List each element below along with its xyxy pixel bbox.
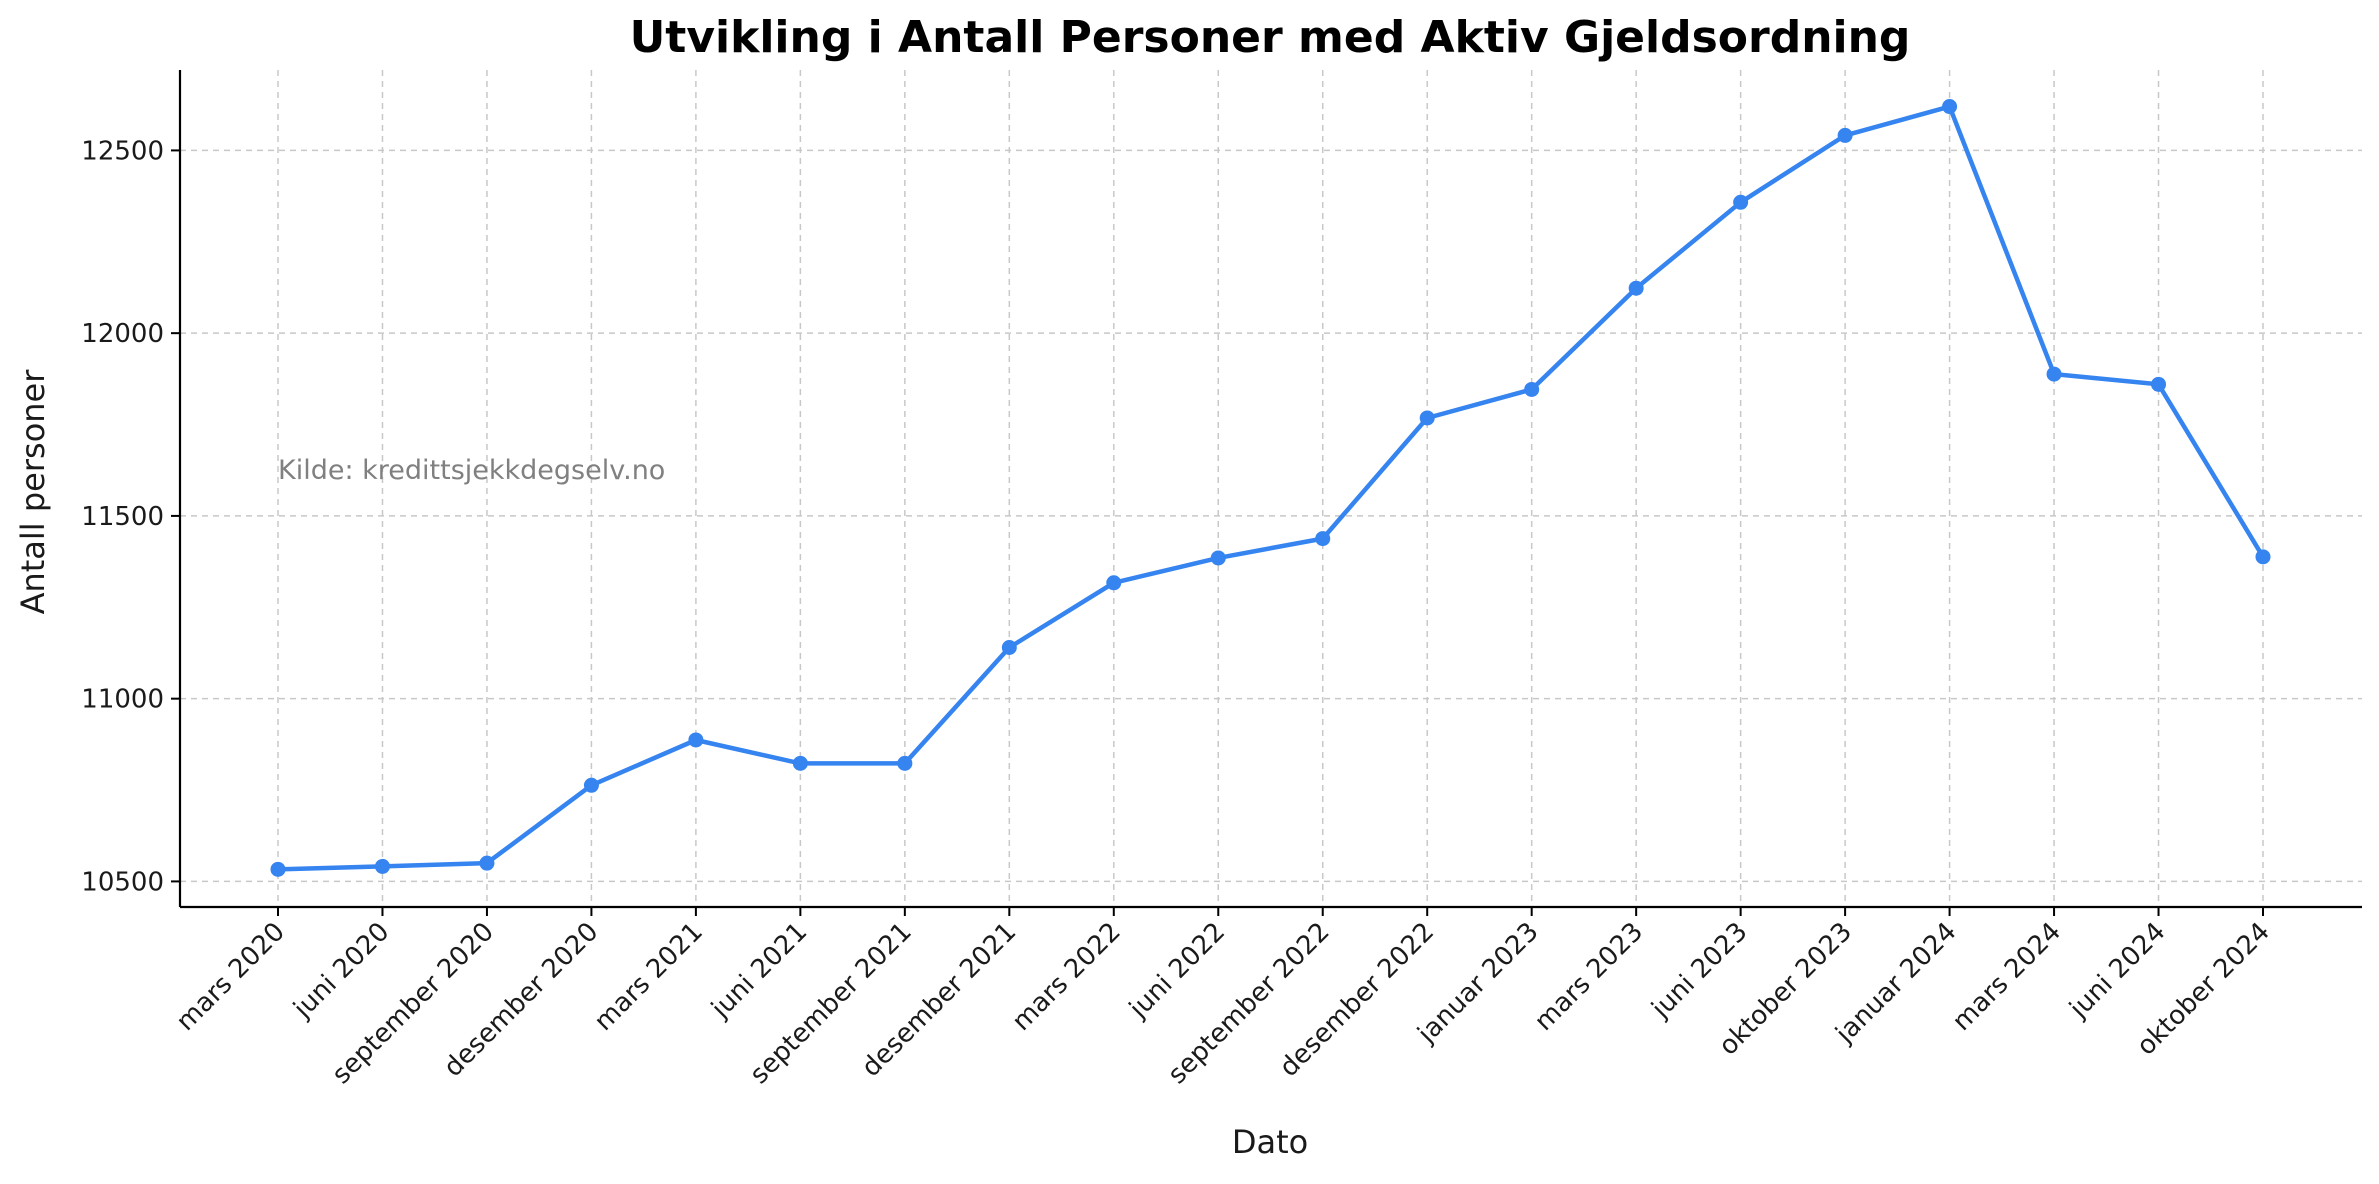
data-point [1315, 531, 1331, 547]
data-point [479, 855, 495, 871]
series-layer [270, 99, 2271, 877]
x-tick-label: juni 2020 [287, 917, 395, 1025]
y-tick-label: 11000 [81, 685, 164, 715]
y-tick-label: 10500 [81, 867, 164, 897]
data-point [1733, 194, 1749, 210]
data-point [1628, 280, 1644, 296]
data-point [2151, 376, 2167, 392]
data-point [2046, 366, 2062, 382]
grid-layer [180, 70, 2362, 907]
data-point [1524, 381, 1540, 397]
data-point [792, 755, 808, 771]
x-tick-label: juni 2021 [705, 917, 813, 1025]
data-point [374, 858, 390, 874]
axes-layer [171, 70, 2362, 916]
data-point [2255, 549, 2271, 565]
data-point [897, 755, 913, 771]
chart-title: Utvikling i Antall Personer med Aktiv Gj… [630, 12, 1911, 63]
x-tick-label: mars 2022 [1007, 917, 1127, 1037]
data-point [1942, 99, 1958, 115]
x-axis-title: Dato [1232, 1123, 1308, 1161]
x-tick-label: mars 2023 [1529, 917, 1649, 1037]
x-tick-label: mars 2021 [589, 917, 709, 1037]
data-point [688, 732, 704, 748]
data-point [1210, 550, 1226, 566]
data-point [1419, 410, 1435, 426]
series-line [275, 104, 2266, 872]
data-point [1106, 575, 1122, 591]
y-axis-title: Antall personer [14, 369, 52, 615]
data-point [1837, 127, 1853, 143]
data-point [583, 777, 599, 793]
x-tick-label: juni 2024 [2063, 917, 2171, 1025]
x-tick-label: juni 2022 [1123, 917, 1231, 1025]
y-tick-label: 12000 [81, 319, 164, 349]
data-point [270, 861, 286, 877]
y-tick-label: 12500 [81, 136, 164, 166]
y-tick-label: 11500 [81, 502, 164, 532]
source-annotation: Kilde: kredittsjekkdegselv.no [278, 455, 665, 486]
data-point [1001, 639, 1017, 655]
x-tick-label: mars 2020 [171, 917, 291, 1037]
x-tick-label: juni 2023 [1646, 917, 1754, 1025]
x-tick-label: mars 2024 [1947, 917, 2067, 1037]
